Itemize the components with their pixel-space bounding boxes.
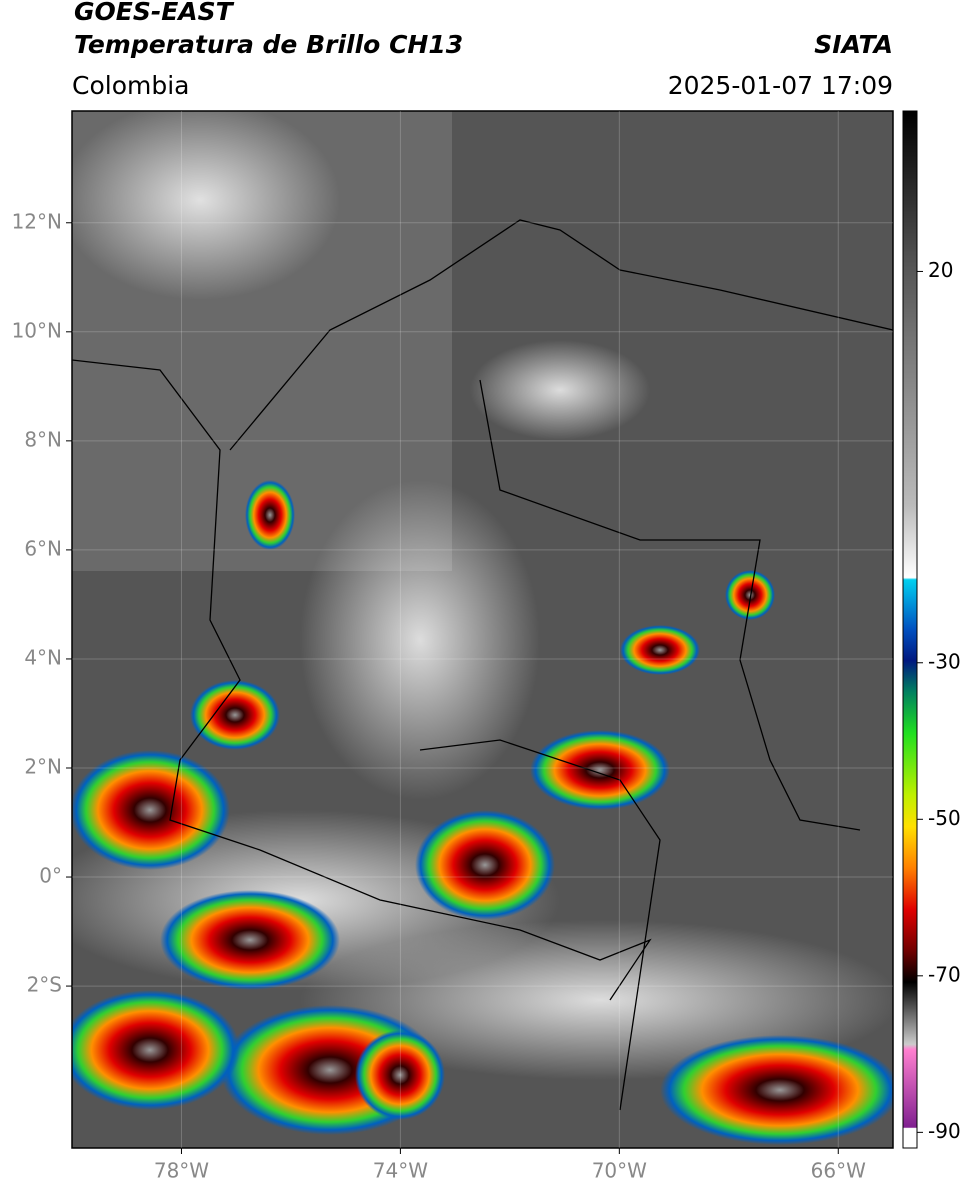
imagery	[72, 111, 893, 1148]
region: Colombia	[72, 71, 189, 100]
y-tick-label: 4°N	[24, 645, 62, 669]
colorbar-label: -70	[928, 962, 961, 986]
y-tick-label: 2°S	[27, 973, 62, 997]
colorbar-label: -50	[928, 806, 961, 830]
datetime: 2025-01-07 17:09	[668, 71, 893, 100]
colorbar-label: 20	[928, 258, 953, 282]
colorbar-label: -30	[928, 649, 961, 673]
y-tick-label: 2°N	[24, 754, 62, 778]
y-tick-label: 0°	[39, 864, 62, 888]
x-tick-label: 70°W	[592, 1159, 647, 1183]
colorbar	[902, 110, 918, 1149]
title: GOES-EAST	[74, 0, 235, 26]
y-tick-label: 6°N	[24, 536, 62, 560]
map-frame	[71, 110, 894, 1149]
x-tick-label: 78°W	[154, 1159, 209, 1183]
colorbar-label: -90	[928, 1119, 961, 1143]
y-tick-label: 12°N	[12, 209, 62, 233]
y-tick-label: 8°N	[24, 427, 62, 451]
x-tick-label: 66°W	[811, 1159, 866, 1183]
subtitle: Temperatura de Brillo CH13	[74, 30, 463, 59]
source: SIATA	[814, 30, 893, 59]
x-tick-label: 74°W	[373, 1159, 428, 1183]
y-tick-label: 10°N	[12, 318, 62, 342]
